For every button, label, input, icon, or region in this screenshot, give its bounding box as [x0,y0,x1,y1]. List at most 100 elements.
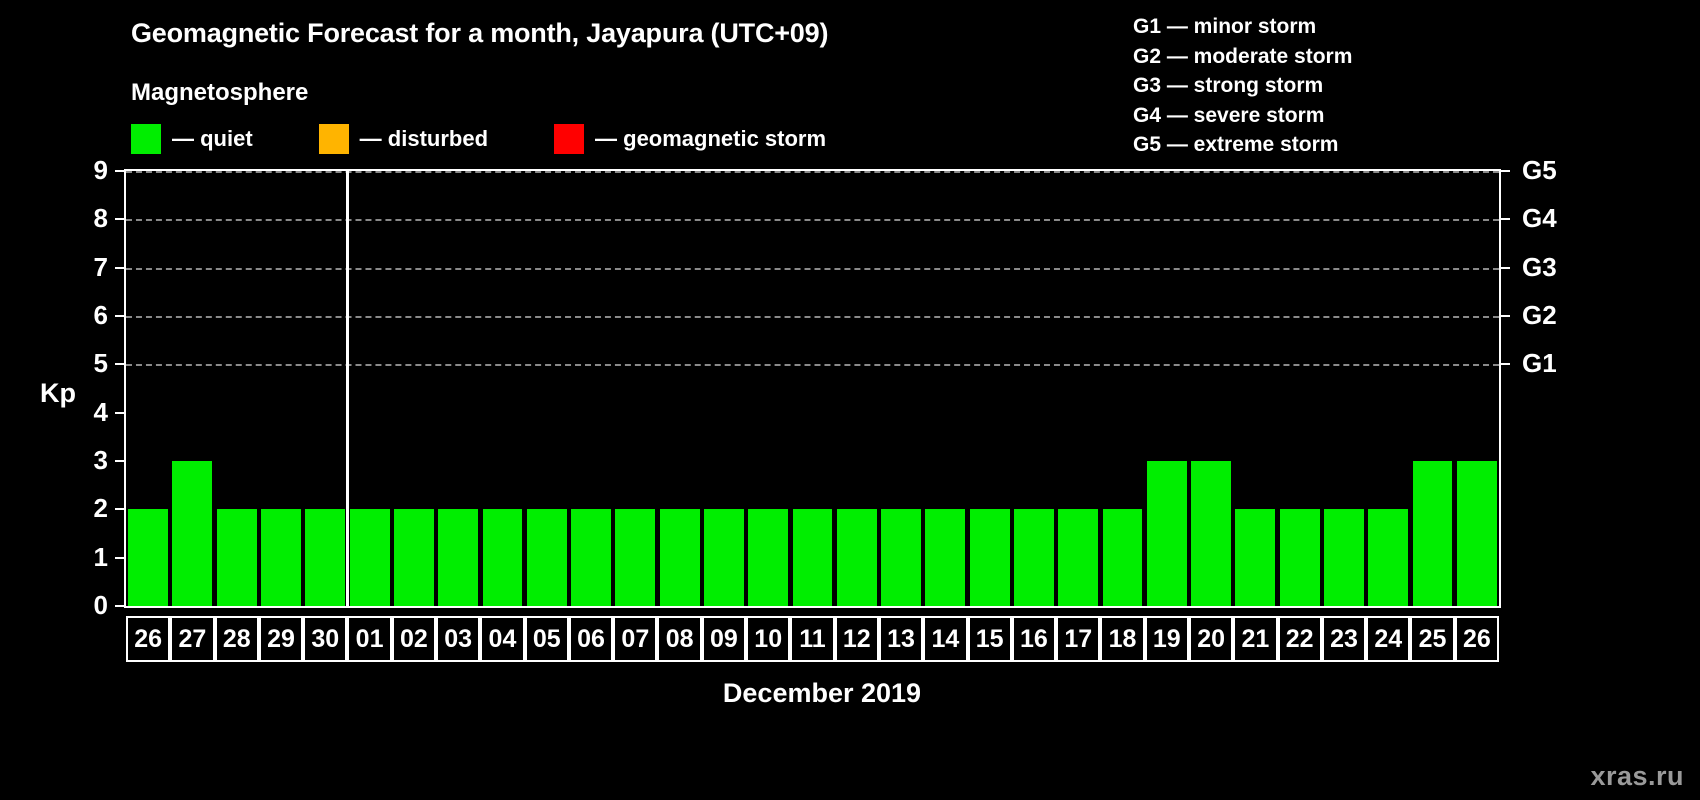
legend-label-disturbed: — disturbed [359,126,489,151]
date-label-text: 26 [134,624,163,653]
date-label-text: 18 [1108,624,1137,653]
date-label-18-22: 18 [1100,616,1145,662]
date-label-text: 14 [931,624,960,653]
month-divider [345,171,349,606]
date-label-text: 22 [1285,624,1314,653]
gridline-kp-8 [126,219,1499,222]
legend-item-storm: — geomagnetic storm [554,124,826,154]
g-tick-label-G4: G4 [1522,203,1557,234]
watermark: xras.ru [1590,761,1684,791]
date-label-17-21: 17 [1056,616,1101,662]
date-label-text: 05 [532,624,561,653]
g-tick-mark-G2 [1501,315,1510,317]
date-label-15-19: 15 [967,616,1012,662]
g-tick-mark-G3 [1501,266,1510,269]
bar-12 [836,509,877,606]
y-tick-label-2: 2 [93,493,108,524]
bar-06 [571,509,611,606]
y-tick-label-8: 8 [93,203,108,234]
date-label-text: 16 [1020,624,1048,653]
bar-16 [1014,509,1054,606]
date-label-26-30: 26 [1454,616,1499,662]
y-tick-label-0: 0 [93,590,108,620]
date-label-22-26: 22 [1277,616,1322,662]
y-tick-mark-5 [115,363,124,366]
date-label-text: 30 [311,624,340,653]
date-label-text: 27 [178,624,207,653]
bar-19 [1146,461,1187,606]
date-label-text: 20 [1197,624,1225,653]
y-tick-mark-2 [115,508,124,511]
bar-07 [615,509,656,606]
gridline-kp-7 [126,267,1499,270]
legend-swatch-storm-icon [554,124,585,154]
date-label-text: 08 [665,624,694,653]
y-tick-mark-6 [115,315,124,317]
date-label-text: 06 [577,624,605,653]
legend-item-quiet: — quiet [131,124,253,154]
bar-26 [128,509,169,606]
g-tick-label-G2: G2 [1522,300,1557,330]
bar-21 [1235,509,1276,606]
date-label-02-6: 02 [391,616,437,662]
legend-item-disturbed: — disturbed [318,124,489,154]
y-tick-mark-8 [115,218,124,221]
date-label-29-3: 29 [258,616,304,662]
bars-layer [126,171,1499,606]
date-label-text: 03 [444,624,473,653]
date-label-text: 13 [887,624,915,653]
bar-05 [526,509,567,606]
date-label-16-20: 16 [1011,616,1057,662]
g-tick-mark-G4 [1501,218,1510,221]
date-label-11-15: 11 [790,616,835,662]
date-label-text: 24 [1374,624,1403,653]
g-scale-line-g3: G3 — strong storm [1133,74,1324,97]
bar-20 [1191,461,1232,606]
g-scale-line-g5: G5 — extreme storm [1133,133,1339,156]
bar-09 [703,509,744,606]
y-tick-mark-4 [115,411,124,414]
date-label-text: 28 [222,624,251,653]
legend-swatch-quiet-icon [131,124,161,154]
y-tick-label-4: 4 [93,396,108,427]
date-label-13-17: 13 [878,616,924,662]
y-tick-label-9: 9 [93,155,108,185]
date-label-text: 26 [1462,624,1491,653]
y-axis-title: Kp [40,378,76,408]
date-label-07-11: 07 [613,616,658,662]
date-label-04-8: 04 [480,616,525,662]
date-label-text: 17 [1064,624,1093,653]
date-label-text: 25 [1418,624,1447,653]
y-tick-label-7: 7 [93,251,108,282]
bar-22 [1279,509,1320,606]
g-scale-legend: G1 — minor storm G2 — moderate storm G3 … [1133,12,1352,160]
bar-18 [1102,509,1143,606]
bar-25 [1412,461,1453,606]
g-tick-mark-G1 [1501,363,1510,366]
bar-24 [1368,509,1409,606]
date-label-14-18: 14 [923,616,968,662]
date-label-03-7: 03 [436,616,481,662]
date-label-09-13: 09 [701,616,747,662]
y-tick-label-6: 6 [93,300,108,330]
bar-11 [792,509,833,606]
x-axis-title: December 2019 [0,678,1700,709]
date-label-text: 11 [799,624,826,653]
date-label-text: 29 [267,624,295,653]
x-axis-title-text: December 2019 [722,678,922,708]
date-label-08-12: 08 [657,616,702,662]
g-scale-line-g4: G4 — severe storm [1133,103,1325,127]
date-label-23-27: 23 [1321,616,1367,662]
legend-swatch-disturbed-icon [318,124,349,154]
date-label-21-25: 21 [1233,616,1278,662]
date-label-12-16: 12 [834,616,879,662]
plot-area [124,169,1501,608]
date-label-19-23: 19 [1144,616,1189,662]
legend-heading: Magnetosphere [131,79,309,106]
bar-30 [305,509,346,606]
gridline-kp-5 [126,364,1499,367]
date-label-01-5: 01 [347,616,392,662]
legend-label-storm: — geomagnetic storm [595,126,827,151]
date-label-30-4: 30 [303,616,348,662]
bar-13 [881,509,921,606]
